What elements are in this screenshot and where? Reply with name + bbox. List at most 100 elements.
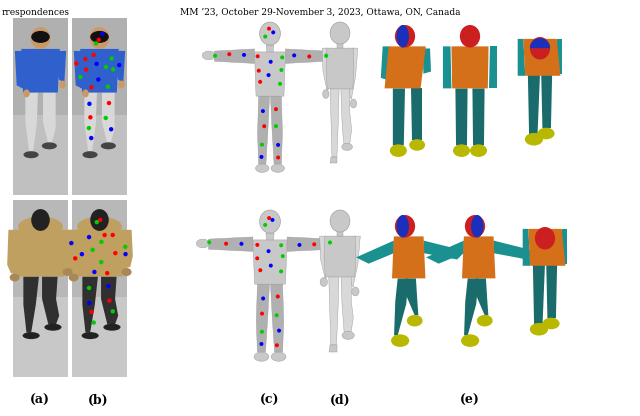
- Circle shape: [97, 37, 101, 42]
- Polygon shape: [56, 51, 66, 83]
- Circle shape: [267, 73, 271, 77]
- Ellipse shape: [320, 277, 328, 286]
- Circle shape: [92, 53, 96, 57]
- Circle shape: [271, 30, 275, 35]
- Circle shape: [263, 223, 267, 227]
- Circle shape: [109, 127, 113, 131]
- Ellipse shape: [395, 215, 415, 238]
- Circle shape: [280, 55, 284, 59]
- Circle shape: [275, 313, 278, 317]
- Bar: [337, 231, 343, 236]
- Circle shape: [279, 243, 283, 247]
- Ellipse shape: [260, 210, 280, 233]
- Bar: [337, 43, 342, 48]
- Circle shape: [69, 241, 74, 245]
- Polygon shape: [560, 229, 567, 264]
- Ellipse shape: [471, 215, 483, 238]
- Polygon shape: [523, 229, 531, 266]
- Circle shape: [92, 320, 96, 325]
- Circle shape: [87, 286, 92, 290]
- Circle shape: [95, 62, 99, 66]
- Circle shape: [89, 85, 93, 89]
- Ellipse shape: [530, 323, 548, 336]
- Ellipse shape: [255, 164, 269, 172]
- Ellipse shape: [202, 51, 215, 60]
- Polygon shape: [256, 284, 269, 352]
- Circle shape: [274, 124, 278, 128]
- Ellipse shape: [254, 352, 269, 361]
- Polygon shape: [320, 236, 328, 280]
- Circle shape: [312, 243, 316, 246]
- Circle shape: [87, 102, 92, 106]
- Circle shape: [266, 249, 271, 253]
- Ellipse shape: [453, 144, 470, 157]
- Circle shape: [242, 53, 246, 57]
- Circle shape: [113, 251, 118, 255]
- Polygon shape: [341, 89, 351, 143]
- Ellipse shape: [63, 268, 72, 276]
- Polygon shape: [24, 277, 39, 333]
- Circle shape: [263, 35, 268, 39]
- Circle shape: [260, 330, 264, 334]
- Bar: [72, 18, 127, 195]
- Polygon shape: [80, 49, 119, 92]
- Circle shape: [111, 309, 115, 314]
- Circle shape: [83, 57, 88, 61]
- Circle shape: [109, 56, 114, 61]
- Ellipse shape: [83, 151, 98, 158]
- Polygon shape: [426, 240, 464, 264]
- Polygon shape: [528, 229, 565, 266]
- Text: (b): (b): [88, 394, 108, 406]
- Ellipse shape: [31, 209, 50, 231]
- Polygon shape: [76, 230, 124, 277]
- Polygon shape: [394, 278, 409, 335]
- Bar: [72, 115, 127, 195]
- Ellipse shape: [350, 99, 356, 108]
- Circle shape: [260, 312, 264, 316]
- Bar: [13, 200, 68, 377]
- Polygon shape: [341, 277, 353, 331]
- Text: rrespondences: rrespondences: [2, 8, 70, 17]
- Circle shape: [87, 235, 92, 239]
- Ellipse shape: [23, 89, 29, 97]
- Polygon shape: [405, 278, 419, 315]
- Ellipse shape: [271, 164, 284, 172]
- Ellipse shape: [22, 332, 40, 339]
- Polygon shape: [266, 233, 274, 240]
- Bar: [13, 115, 68, 195]
- Ellipse shape: [342, 143, 353, 151]
- Ellipse shape: [77, 217, 122, 236]
- Ellipse shape: [196, 239, 209, 248]
- Circle shape: [86, 126, 91, 130]
- Bar: [13, 18, 68, 195]
- Ellipse shape: [100, 142, 116, 149]
- Polygon shape: [119, 230, 133, 269]
- Polygon shape: [266, 45, 274, 52]
- Polygon shape: [115, 51, 125, 83]
- Circle shape: [102, 233, 107, 237]
- Circle shape: [74, 61, 79, 66]
- Ellipse shape: [391, 334, 409, 347]
- Polygon shape: [15, 51, 27, 89]
- Polygon shape: [60, 230, 74, 269]
- Polygon shape: [253, 240, 287, 284]
- Ellipse shape: [470, 144, 487, 157]
- Ellipse shape: [525, 133, 543, 146]
- Polygon shape: [21, 49, 60, 92]
- Circle shape: [87, 301, 92, 305]
- Ellipse shape: [323, 89, 329, 99]
- Polygon shape: [422, 49, 431, 74]
- Polygon shape: [348, 48, 358, 99]
- Polygon shape: [456, 88, 468, 145]
- Polygon shape: [493, 240, 536, 260]
- Circle shape: [277, 329, 281, 333]
- Text: (e): (e): [460, 394, 480, 406]
- Circle shape: [105, 271, 109, 275]
- Ellipse shape: [342, 331, 355, 339]
- Polygon shape: [42, 277, 59, 324]
- Ellipse shape: [331, 239, 344, 248]
- Polygon shape: [66, 230, 80, 273]
- Circle shape: [292, 53, 296, 57]
- Polygon shape: [528, 73, 540, 134]
- Ellipse shape: [325, 51, 338, 60]
